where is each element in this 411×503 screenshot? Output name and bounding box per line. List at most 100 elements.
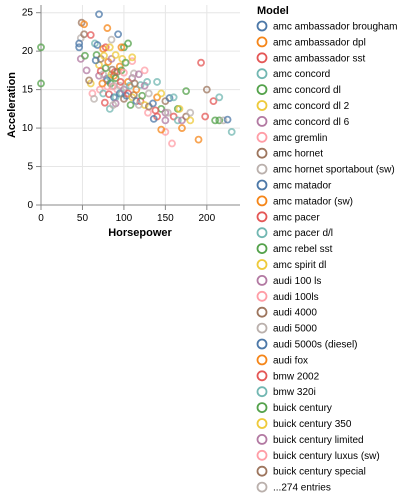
legend-symbol [256, 338, 268, 350]
legend-item: amc gremlin [256, 131, 327, 144]
legend-label: amc ambassador sst [273, 53, 365, 64]
data-point [140, 66, 149, 75]
legend-item: amc matador (sw) [256, 195, 353, 207]
legend-symbol [256, 386, 268, 398]
y-tick-label: 20 [22, 46, 34, 57]
y-tick-label: 10 [22, 123, 34, 134]
legend-label: amc concord dl 6 [273, 117, 350, 128]
legend-symbol [256, 52, 268, 64]
data-point [107, 54, 116, 63]
data-point [153, 93, 161, 102]
data-point [215, 93, 224, 102]
data-point [75, 43, 84, 52]
legend-label: amc ambassador dpl [273, 37, 366, 48]
data-point [163, 108, 172, 117]
data-point [173, 116, 182, 125]
legend-item: bmw 320i [256, 386, 316, 398]
legend-item: amc spirit dl [256, 259, 326, 271]
legend-item: buick century limited [256, 433, 364, 446]
data-point [138, 91, 147, 100]
legend-symbol [256, 227, 268, 239]
legend-symbol [256, 211, 268, 223]
data-point [157, 125, 166, 134]
data-point [186, 116, 195, 125]
legend-label: audi 100ls [273, 292, 319, 303]
legend-item: amc ambassador brougham [256, 20, 398, 33]
data-point [120, 68, 128, 77]
data-point [124, 39, 132, 48]
data-point [81, 51, 89, 60]
legend-label: amc hornet sportabout (sw) [273, 165, 395, 176]
data-point [37, 43, 45, 52]
data-point [98, 79, 107, 88]
x-axis-label: Horsepower [108, 227, 172, 239]
data-point [128, 53, 137, 62]
x-tick-label: 0 [38, 213, 44, 224]
data-point [134, 101, 143, 109]
legend-item: buick century luxus (sw) [256, 449, 380, 462]
data-point [93, 41, 102, 49]
data-point [186, 108, 195, 117]
data-point [151, 106, 160, 115]
data-point [126, 101, 135, 109]
legend-label: amc gremlin [273, 133, 327, 144]
legend-label: audi 5000 [273, 324, 317, 335]
legend-item: buick century 350 [256, 418, 352, 430]
legend-item: audi 5000 [256, 322, 317, 335]
data-point [82, 66, 91, 75]
legend-symbol [256, 20, 268, 32]
legend-symbol [256, 274, 268, 286]
data-point [115, 62, 124, 71]
data-point [100, 98, 109, 107]
data-point [85, 76, 93, 85]
data-point [144, 108, 152, 117]
legend-symbol [256, 418, 268, 429]
data-point [80, 20, 89, 29]
data-point [101, 43, 110, 52]
x-tick-label: 150 [157, 213, 174, 224]
legend-label: audi 4000 [273, 308, 317, 319]
data-point [227, 128, 236, 136]
y-tick-label: 15 [22, 85, 34, 96]
y-ticks: 0 5 10 15 20 25 [22, 8, 41, 211]
legend-symbol [256, 84, 268, 95]
legend-title: Model [257, 5, 289, 17]
legend-label: amc hornet [273, 149, 323, 160]
legend-item: amc hornet [256, 147, 323, 160]
legend-label: amc concord dl [273, 85, 341, 96]
data-point [143, 78, 152, 86]
data-point [153, 78, 161, 86]
legend-item: amc concord dl 6 [256, 116, 350, 128]
data-point [90, 94, 98, 103]
legend-label: audi fox [273, 355, 308, 366]
data-point [165, 94, 174, 102]
data-point [157, 89, 166, 98]
legend-label: ...274 entries [273, 483, 331, 494]
legend-label: buick century 350 [273, 419, 352, 430]
legend-label: audi 5000s (diesel) [273, 340, 358, 351]
data-point [169, 93, 178, 102]
data-point [86, 31, 95, 39]
data-point [161, 116, 170, 125]
data-point [37, 79, 45, 88]
legend-label: buick century luxus (sw) [273, 451, 380, 462]
data-point [209, 97, 218, 106]
data-point [111, 51, 120, 59]
y-tick-label: 5 [27, 162, 33, 173]
data-point [144, 89, 153, 98]
data-point [128, 57, 137, 66]
legend-label: buick century special [273, 467, 366, 478]
data-point [202, 85, 211, 94]
legend-item: amc ambassador sst [256, 52, 365, 64]
legend-symbol [256, 100, 268, 111]
data-point [175, 104, 184, 113]
data-point [197, 58, 205, 67]
legend-label: amc rebel sst [273, 244, 333, 255]
x-tick-label: 100 [116, 213, 133, 224]
data-point [95, 10, 103, 19]
legend-item: audi 100ls [256, 290, 319, 303]
legend-symbol [256, 243, 268, 255]
legend-item: amc concord dl 2 [256, 100, 350, 112]
legend-item: amc rebel sst [256, 243, 333, 255]
